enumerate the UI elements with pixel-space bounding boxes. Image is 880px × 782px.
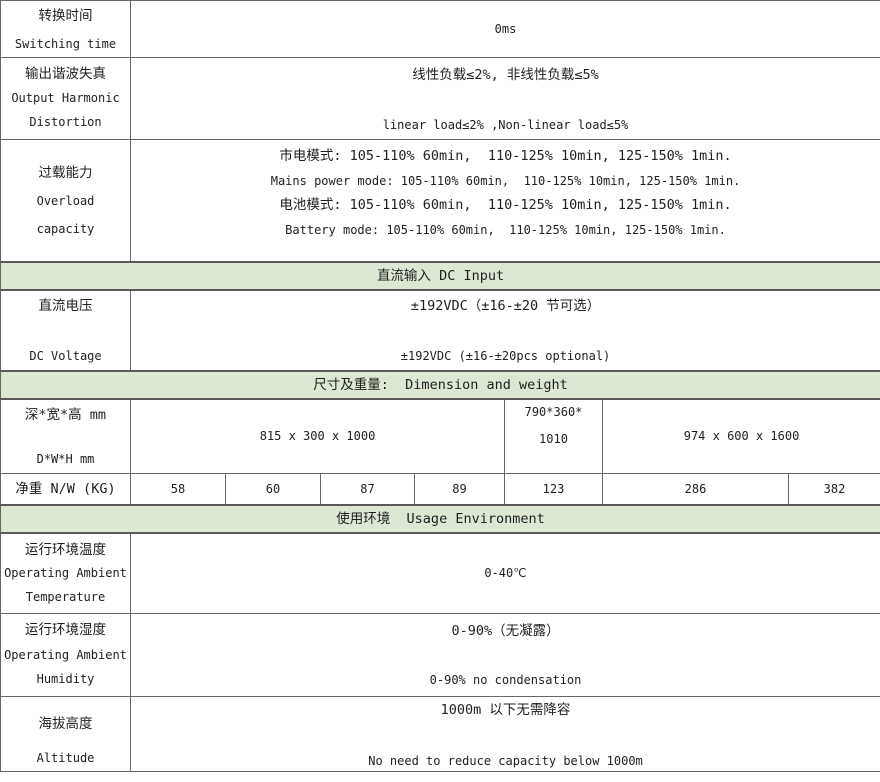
dimensions-mid-cell: 790*360* 1010 bbox=[504, 398, 603, 474]
weight-value-1: 58 bbox=[170, 481, 186, 496]
dc-input-header-text: 直流输入 DC Input bbox=[376, 267, 505, 284]
switching-time-value-cell: 0ms bbox=[129, 0, 880, 58]
dimension-header-cell: 尺寸及重量: Dimension and weight bbox=[0, 370, 880, 400]
weight-value-7: 382 bbox=[823, 481, 846, 496]
dimensions-label-cell: 深*宽*高 mm D*W*H mm bbox=[0, 398, 131, 474]
humidity-value-cell: 0-90%（无凝露） 0-90% no condensation bbox=[129, 613, 880, 697]
dc-voltage-value-en: ±192VDC (±16-±20pcs optional) bbox=[400, 349, 611, 363]
dc-voltage-value-zh: ±192VDC（±16-±20 节可选） bbox=[410, 298, 601, 314]
row-overload-capacity: 过载能力 Overload capacity 市电模式: 105-110% 60… bbox=[0, 139, 880, 263]
weight-value-2: 60 bbox=[265, 481, 281, 496]
switching-time-label-cell: 转换时间 Switching time bbox=[0, 0, 131, 58]
dimensions-large-cell: 974 x 600 x 1600 bbox=[601, 398, 880, 474]
dimensions-small-value: 815 x 300 x 1000 bbox=[259, 429, 376, 443]
temperature-value: 0-40℃ bbox=[484, 566, 527, 580]
row-operating-humidity: 运行环境湿度 Operating Ambient Humidity 0-90%（… bbox=[0, 613, 880, 697]
dc-input-header-cell: 直流输入 DC Input bbox=[0, 261, 880, 291]
weight-value-cell: 87 bbox=[320, 473, 415, 506]
overload-line-battery-en: Battery mode: 105-110% 60min, 110-125% 1… bbox=[285, 222, 726, 237]
section-header-dimension: 尺寸及重量: Dimension and weight bbox=[0, 370, 880, 400]
temperature-label-en1: Operating Ambient bbox=[4, 566, 127, 580]
usage-header-cell: 使用环境 Usage Environment bbox=[0, 504, 880, 534]
humidity-label-cell: 运行环境湿度 Operating Ambient Humidity bbox=[0, 613, 131, 697]
overload-label-zh: 过载能力 bbox=[38, 164, 93, 181]
row-dc-voltage: 直流电压 DC Voltage ±192VDC（±16-±20 节可选） ±19… bbox=[0, 289, 880, 372]
weight-value-cell: 58 bbox=[130, 473, 226, 506]
row-harmonic-distortion: 输出谐波失真 Output Harmonic Distortion 线性负载≤2… bbox=[0, 57, 880, 140]
harmonic-value-cell: 线性负载≤2%, 非线性负载≤5% linear load≤2% ,Non-li… bbox=[129, 57, 880, 140]
overload-line-battery-zh: 电池模式: 105-110% 60min, 110-125% 10min, 12… bbox=[279, 197, 732, 214]
overload-line-mains-zh: 市电模式: 105-110% 60min, 110-125% 10min, 12… bbox=[279, 148, 732, 165]
row-operating-temperature: 运行环境温度 Operating Ambient Temperature 0-4… bbox=[0, 532, 880, 614]
humidity-value-zh: 0-90%（无凝露） bbox=[451, 623, 560, 639]
weight-value-cell: 123 bbox=[504, 473, 603, 506]
dimensions-mid-line1: 790*360* bbox=[524, 405, 583, 419]
switching-time-label-en: Switching time bbox=[14, 37, 117, 51]
overload-line-mains-en: Mains power mode: 105-110% 60min, 110-12… bbox=[270, 173, 741, 188]
altitude-value-zh: 1000m 以下无需降容 bbox=[440, 702, 571, 718]
humidity-label-zh: 运行环境湿度 bbox=[25, 622, 106, 639]
row-net-weight: 净重 N/W (KG) 58 60 87 89 123 286 382 bbox=[0, 473, 880, 506]
overload-value-cell: 市电模式: 105-110% 60min, 110-125% 10min, 12… bbox=[129, 139, 880, 263]
overload-label-en2: capacity bbox=[36, 221, 95, 236]
humidity-label-en1: Operating Ambient bbox=[4, 647, 127, 662]
weight-value-5: 123 bbox=[542, 481, 565, 496]
dimensions-label-zh: 深*宽*高 mm bbox=[24, 407, 107, 423]
row-altitude: 海拔高度 Altitude 1000m 以下无需降容 No need to re… bbox=[0, 696, 880, 772]
dimensions-label-en: D*W*H mm bbox=[36, 452, 95, 466]
humidity-label-en2: Humidity bbox=[36, 671, 95, 686]
altitude-value-cell: 1000m 以下无需降容 No need to reduce capacity … bbox=[129, 696, 880, 772]
overload-label-cell: 过载能力 Overload capacity bbox=[0, 139, 131, 263]
weight-value-4: 89 bbox=[452, 481, 467, 496]
dimensions-small-cell: 815 x 300 x 1000 bbox=[130, 398, 505, 474]
dimension-header-text: 尺寸及重量: Dimension and weight bbox=[313, 376, 568, 393]
dc-voltage-label-en: DC Voltage bbox=[29, 349, 102, 363]
harmonic-value-zh: 线性负载≤2%, 非线性负载≤5% bbox=[412, 67, 599, 83]
dc-voltage-label-zh: 直流电压 bbox=[38, 298, 93, 314]
row-dimensions: 深*宽*高 mm D*W*H mm 815 x 300 x 1000 790*3… bbox=[0, 398, 880, 474]
harmonic-value-en: linear load≤2% ,Non-linear load≤5% bbox=[382, 118, 629, 132]
dimensions-mid-line2: 1010 bbox=[539, 432, 568, 446]
weight-value-cell: 382 bbox=[787, 473, 880, 506]
usage-header-text: 使用环境 Usage Environment bbox=[336, 510, 545, 527]
temperature-label-cell: 运行环境温度 Operating Ambient Temperature bbox=[0, 532, 131, 614]
temperature-value-cell: 0-40℃ bbox=[129, 532, 880, 614]
weight-value-6: 286 bbox=[684, 481, 707, 496]
weight-value-cell: 60 bbox=[225, 473, 321, 506]
weight-value-cell: 89 bbox=[414, 473, 505, 506]
temperature-label-en2: Temperature bbox=[25, 589, 106, 604]
dc-voltage-value-cell: ±192VDC（±16-±20 节可选） ±192VDC (±16-±20pcs… bbox=[129, 289, 880, 372]
row-switching-time: 转换时间 Switching time 0ms bbox=[0, 0, 880, 58]
harmonic-label-en1: Output Harmonic bbox=[11, 91, 120, 105]
section-header-usage: 使用环境 Usage Environment bbox=[0, 504, 880, 534]
temperature-label-zh: 运行环境温度 bbox=[25, 541, 106, 558]
humidity-value-en: 0-90% no condensation bbox=[429, 673, 582, 687]
dc-voltage-label-cell: 直流电压 DC Voltage bbox=[0, 289, 131, 372]
section-header-dc-input: 直流输入 DC Input bbox=[0, 261, 880, 291]
weight-label-cell: 净重 N/W (KG) bbox=[0, 473, 131, 506]
altitude-value-en: No need to reduce capacity below 1000m bbox=[368, 754, 643, 768]
overload-label-en1: Overload bbox=[36, 193, 95, 208]
switching-time-label-zh: 转换时间 bbox=[38, 8, 93, 24]
switching-time-value: 0ms bbox=[494, 21, 517, 36]
altitude-label-zh: 海拔高度 bbox=[38, 716, 93, 732]
harmonic-label-en2: Distortion bbox=[29, 115, 102, 129]
harmonic-label-cell: 输出谐波失真 Output Harmonic Distortion bbox=[0, 57, 131, 140]
altitude-label-cell: 海拔高度 Altitude bbox=[0, 696, 131, 772]
weight-value-3: 87 bbox=[360, 481, 375, 496]
weight-label: 净重 N/W (KG) bbox=[15, 480, 116, 497]
weight-value-cell: 286 bbox=[602, 473, 789, 506]
altitude-label-en: Altitude bbox=[36, 751, 95, 765]
harmonic-label-zh: 输出谐波失真 bbox=[25, 66, 106, 82]
dimensions-large-value: 974 x 600 x 1600 bbox=[683, 429, 800, 443]
